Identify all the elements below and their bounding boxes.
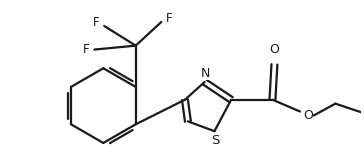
Text: O: O — [269, 43, 279, 56]
Text: F: F — [93, 16, 100, 29]
Text: F: F — [83, 43, 90, 56]
Text: N: N — [201, 67, 210, 80]
Text: F: F — [166, 12, 173, 25]
Text: O: O — [303, 109, 313, 122]
Text: S: S — [211, 134, 219, 147]
